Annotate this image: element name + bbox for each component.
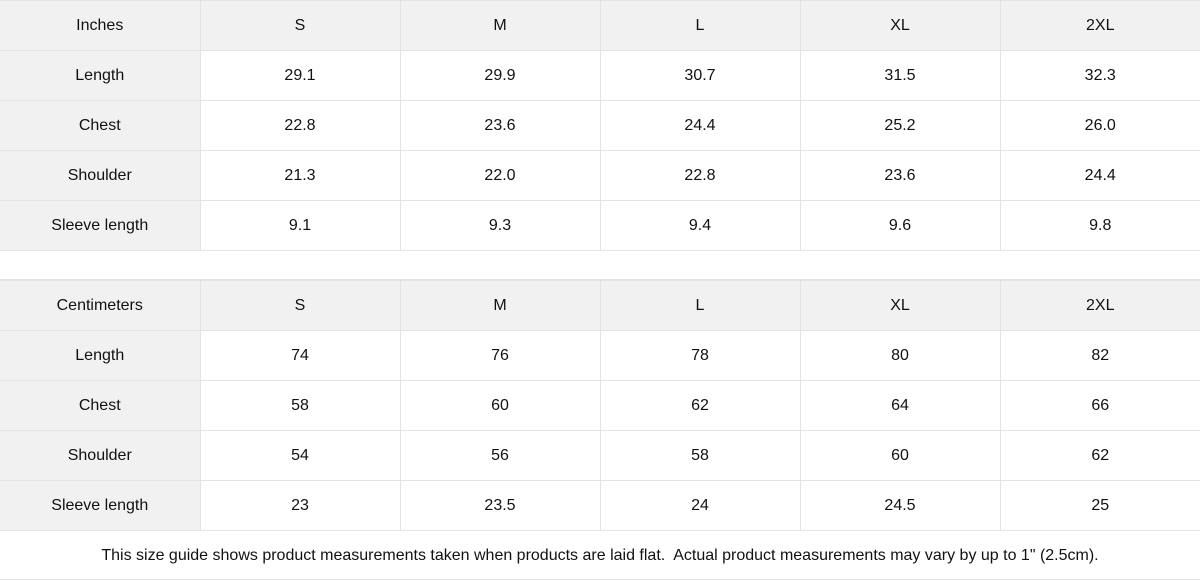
cell-shoulder-s: 21.3 [200,150,401,201]
cell-sleeve-length-l: 9.4 [600,200,801,251]
size-table-inches: Inches S M L XL 2XL Length 29.1 29.9 30.… [0,0,1200,251]
column-header-l: L [600,0,801,51]
column-header-s: S [200,280,401,332]
cell-chest-m: 60 [400,380,601,432]
cell-length-xl: 80 [800,330,1001,382]
table-row: Shoulder 54 56 58 60 62 [0,430,1200,482]
cell-sleeve-length-l: 24 [600,480,801,532]
table-row: Length 29.1 29.9 30.7 31.5 32.3 [0,50,1200,101]
row-label-chest: Chest [0,100,201,151]
table-header-centimeters: Centimeters S M L XL 2XL [0,280,1200,332]
table-body-inches: Length 29.1 29.9 30.7 31.5 32.3 Chest 22… [0,50,1200,251]
column-header-xl: XL [800,280,1001,332]
cell-chest-l: 24.4 [600,100,801,151]
cell-length-s: 74 [200,330,401,382]
table-row: Sleeve length 23 23.5 24 24.5 25 [0,480,1200,532]
unit-label-inches: Inches [0,0,201,51]
cell-length-2xl: 82 [1000,330,1200,382]
cell-sleeve-length-s: 9.1 [200,200,401,251]
cell-chest-s: 22.8 [200,100,401,151]
column-header-2xl: 2XL [1000,0,1200,51]
header-row: Centimeters S M L XL 2XL [0,280,1200,332]
cell-sleeve-length-m: 23.5 [400,480,601,532]
cell-shoulder-2xl: 62 [1000,430,1200,482]
table-row: Sleeve length 9.1 9.3 9.4 9.6 9.8 [0,200,1200,251]
cell-shoulder-2xl: 24.4 [1000,150,1200,201]
cell-chest-2xl: 66 [1000,380,1200,432]
cell-length-m: 29.9 [400,50,601,101]
cell-chest-xl: 25.2 [800,100,1001,151]
row-label-shoulder: Shoulder [0,430,201,482]
row-label-chest: Chest [0,380,201,432]
cell-length-xl: 31.5 [800,50,1001,101]
cell-sleeve-length-s: 23 [200,480,401,532]
cell-sleeve-length-xl: 9.6 [800,200,1001,251]
column-header-l: L [600,280,801,332]
row-label-shoulder: Shoulder [0,150,201,201]
cell-length-l: 30.7 [600,50,801,101]
cell-length-s: 29.1 [200,50,401,101]
cell-chest-l: 62 [600,380,801,432]
column-header-m: M [400,280,601,332]
cell-shoulder-m: 22.0 [400,150,601,201]
cell-shoulder-l: 58 [600,430,801,482]
table-spacer [0,251,1200,281]
column-header-xl: XL [800,0,1001,51]
cell-chest-s: 58 [200,380,401,432]
cell-sleeve-length-2xl: 25 [1000,480,1200,532]
cell-shoulder-xl: 60 [800,430,1001,482]
table-row: Chest 22.8 23.6 24.4 25.2 26.0 [0,100,1200,151]
row-label-sleeve-length: Sleeve length [0,200,201,251]
row-label-length: Length [0,50,201,101]
cell-sleeve-length-xl: 24.5 [800,480,1001,532]
column-header-m: M [400,0,601,51]
header-row: Inches S M L XL 2XL [0,0,1200,51]
cell-chest-xl: 64 [800,380,1001,432]
cell-shoulder-m: 56 [400,430,601,482]
row-label-sleeve-length: Sleeve length [0,480,201,532]
table-header-inches: Inches S M L XL 2XL [0,0,1200,51]
column-header-2xl: 2XL [1000,280,1200,332]
table-row: Length 74 76 78 80 82 [0,330,1200,382]
column-header-s: S [200,0,401,51]
cell-sleeve-length-2xl: 9.8 [1000,200,1200,251]
unit-label-centimeters: Centimeters [0,280,201,332]
size-guide-footnote: This size guide shows product measuremen… [0,531,1200,580]
cell-sleeve-length-m: 9.3 [400,200,601,251]
cell-shoulder-xl: 23.6 [800,150,1001,201]
table-row: Shoulder 21.3 22.0 22.8 23.6 24.4 [0,150,1200,201]
cell-chest-2xl: 26.0 [1000,100,1200,151]
cell-length-2xl: 32.3 [1000,50,1200,101]
cell-shoulder-l: 22.8 [600,150,801,201]
cell-length-m: 76 [400,330,601,382]
cell-length-l: 78 [600,330,801,382]
row-label-length: Length [0,330,201,382]
cell-chest-m: 23.6 [400,100,601,151]
table-body-centimeters: Length 74 76 78 80 82 Chest 58 60 62 64 … [0,330,1200,532]
cell-shoulder-s: 54 [200,430,401,482]
size-table-centimeters: Centimeters S M L XL 2XL Length 74 76 78… [0,280,1200,532]
table-row: Chest 58 60 62 64 66 [0,380,1200,432]
